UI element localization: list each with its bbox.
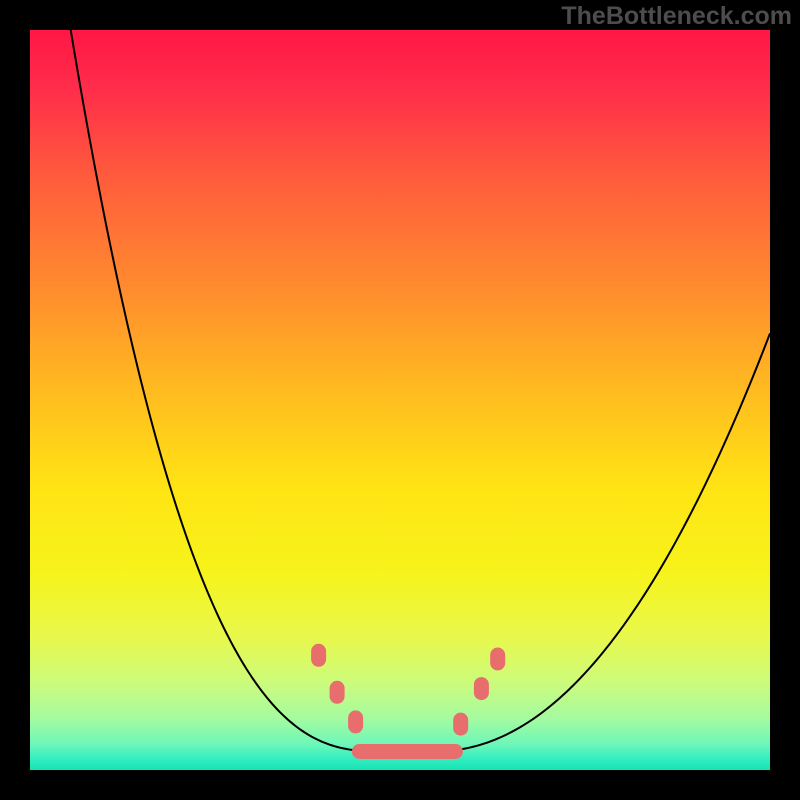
marker-dot — [474, 678, 488, 700]
marker-dot — [349, 711, 363, 733]
marker-plateau — [352, 745, 462, 759]
bottleneck-curve — [71, 30, 770, 752]
curve-layer — [30, 30, 770, 770]
marker-dot — [312, 644, 326, 666]
marker-dot — [491, 648, 505, 670]
chart-frame: TheBottleneck.com — [0, 0, 800, 800]
marker-dot — [330, 681, 344, 703]
marker-dot — [454, 713, 468, 735]
plot-area — [30, 30, 770, 770]
watermark-text: TheBottleneck.com — [561, 2, 792, 31]
